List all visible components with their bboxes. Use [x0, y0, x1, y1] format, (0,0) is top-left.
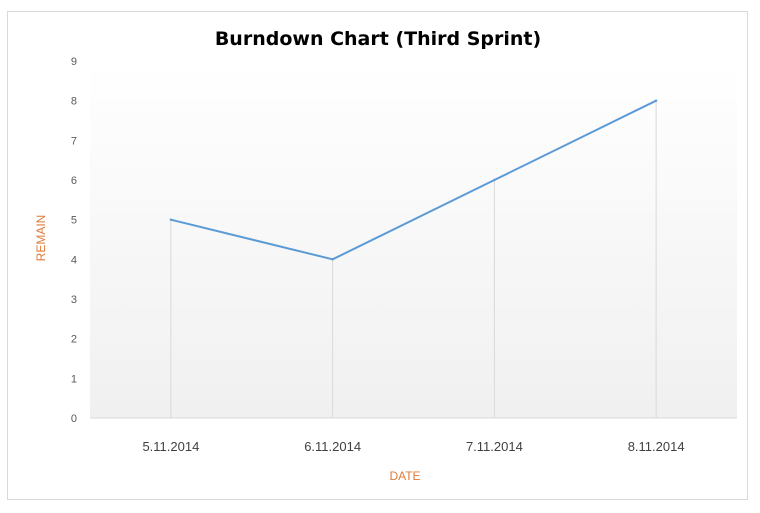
y-tick-label: 5 — [71, 215, 77, 227]
y-axis-title: REMAIN — [34, 215, 48, 262]
x-axis-ticks: 5.11.2014 6.11.2014 7.11.2014 8.11.2014 — [142, 439, 684, 454]
y-tick-label: 0 — [71, 413, 77, 425]
x-axis-title: DATE — [389, 469, 420, 483]
data-point — [169, 218, 173, 221]
data-point — [654, 99, 658, 102]
y-tick-label: 3 — [71, 294, 77, 306]
y-tick-label: 1 — [71, 373, 77, 385]
series-layer — [169, 99, 658, 261]
y-tick-label: 9 — [71, 56, 77, 68]
y-axis-ticks: 0 1 2 3 4 5 6 7 8 9 — [71, 56, 77, 425]
y-tick-label: 4 — [71, 254, 77, 266]
data-point — [493, 178, 496, 182]
chart-title: Burndown Chart (Third Sprint) — [215, 28, 541, 50]
y-tick-label: 8 — [71, 96, 77, 108]
y-tick-label: 7 — [71, 135, 77, 147]
drop-lines — [170, 100, 657, 418]
x-tick-label: 5.11.2014 — [142, 439, 199, 454]
series-line — [170, 99, 657, 261]
y-tick-label: 2 — [71, 334, 77, 346]
data-point — [331, 258, 334, 261]
y-tick-label: 6 — [71, 175, 77, 187]
x-tick-label: 8.11.2014 — [628, 439, 685, 454]
x-tick-label: 6.11.2014 — [304, 439, 361, 454]
x-tick-label: 7.11.2014 — [466, 439, 523, 454]
plot-area — [90, 61, 737, 418]
